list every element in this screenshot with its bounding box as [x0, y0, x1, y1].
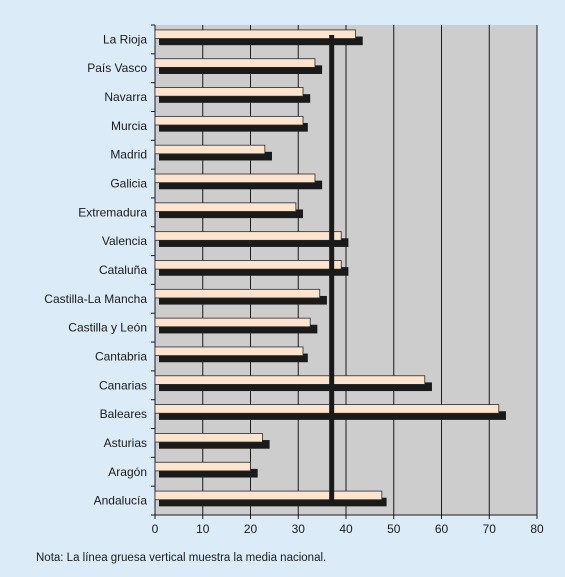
bar-series-1	[154, 115, 304, 126]
bar-series-1	[154, 461, 251, 472]
category-label: País Vasco	[87, 61, 147, 75]
bar-series-1	[154, 317, 311, 328]
bar-series-2	[159, 382, 432, 392]
category-label: Asturias	[104, 436, 147, 450]
x-tick-label: 30	[292, 522, 306, 536]
bar-series-1	[154, 58, 316, 68]
bar-series-1	[154, 404, 500, 414]
x-tick-label: 60	[435, 522, 449, 536]
x-tick-label: 70	[483, 522, 497, 536]
bar-series-1	[154, 87, 304, 97]
category-label: Castilla-La Mancha	[44, 292, 147, 306]
bar-series-2	[159, 123, 308, 132]
bar-series-1	[154, 490, 383, 501]
bar-series-2	[159, 440, 270, 449]
bar-series-2	[159, 295, 327, 305]
bar-series-1	[154, 433, 263, 443]
category-label: Murcia	[111, 119, 147, 133]
bar-series-1	[154, 375, 426, 385]
bar-series-1	[154, 202, 297, 212]
bar-series-2	[159, 267, 349, 276]
national-average-line	[329, 35, 335, 505]
category-label: Cantabria	[95, 349, 147, 363]
x-tick-label: 10	[196, 522, 210, 536]
bar-series-2	[159, 36, 363, 46]
bar-series-1	[154, 260, 342, 270]
category-label: La Rioja	[103, 32, 147, 46]
bar-series-1	[154, 29, 356, 39]
bar-series-2	[159, 94, 311, 103]
bar-series-1	[154, 173, 316, 184]
category-label: Canarias	[99, 378, 147, 392]
x-tick-label: 0	[152, 522, 159, 536]
category-label: Galicia	[110, 177, 147, 191]
category-label: Castilla y León	[68, 321, 147, 335]
bar-series-2	[159, 497, 387, 507]
bar-series-2	[159, 238, 349, 247]
x-tick-label: 50	[387, 522, 401, 536]
category-label: Navarra	[104, 90, 147, 104]
category-label: Extremadura	[78, 205, 147, 219]
bars-group	[154, 29, 506, 507]
category-label: Cataluña	[99, 263, 147, 277]
category-label: Baleares	[100, 407, 147, 421]
category-label: Valencia	[102, 234, 147, 248]
category-labels: La Rioja País Vasco Navarra Murcia Madrid Gal…	[44, 32, 147, 507]
x-axis: 0 10 20 30 40 50 60 70 80	[152, 515, 544, 536]
bar-series-2	[159, 151, 272, 161]
bar-series-2	[159, 324, 318, 334]
bar-series-1	[154, 144, 266, 155]
category-label: Madrid	[110, 148, 147, 162]
bar-series-2	[159, 209, 304, 219]
category-label: Andalucía	[94, 494, 148, 508]
x-tick-label: 80	[530, 522, 544, 536]
bar-series-2	[159, 65, 323, 74]
bar-series-1	[154, 231, 342, 241]
chart-note: Nota: La línea gruesa vertical muestra l…	[36, 552, 327, 564]
bar-series-2	[159, 180, 323, 190]
category-label: Aragón	[108, 465, 147, 479]
bar-series-2	[159, 353, 308, 363]
x-tick-label: 20	[244, 522, 258, 536]
x-tick-label: 40	[339, 522, 353, 536]
bar-series-1	[154, 288, 321, 299]
bar-series-1	[154, 346, 304, 357]
bar-series-2	[159, 468, 258, 478]
